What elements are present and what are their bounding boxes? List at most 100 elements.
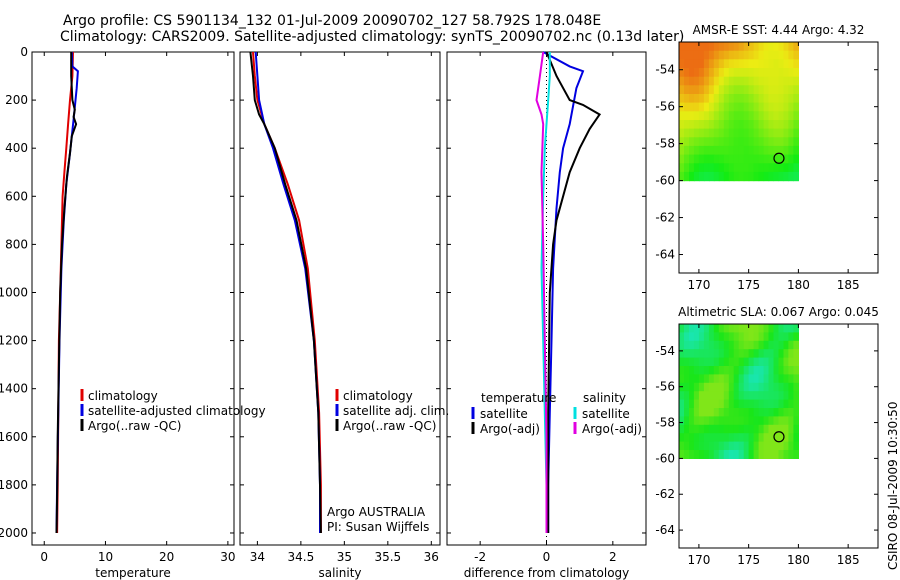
sla-map-cell xyxy=(763,416,770,426)
sst-map-cell xyxy=(738,145,745,156)
sst-map-cell xyxy=(763,42,770,52)
sst-map-cell xyxy=(718,59,725,69)
sla-map-cell xyxy=(763,450,770,459)
salinity-panel-xlabel: salinity xyxy=(318,566,361,580)
sla-map-cell xyxy=(693,324,700,333)
sst-map-cell xyxy=(748,145,755,156)
sst-map-cell xyxy=(768,128,775,138)
depth-tick-label: 600 xyxy=(5,189,28,203)
sst-map-cell xyxy=(718,50,725,60)
sla-map-cell xyxy=(788,324,794,333)
sst-map-cell xyxy=(788,171,794,182)
salinity-panel-xtick-label: 35 xyxy=(337,550,352,564)
sst-map-cell xyxy=(684,50,690,60)
sla-map-cell xyxy=(684,433,690,443)
sla-map-cell xyxy=(758,433,765,443)
sst-map-cell xyxy=(689,68,695,78)
sst-map-cell xyxy=(773,85,780,95)
legend-title-salinity: salinity xyxy=(583,391,626,405)
sst-map-cell xyxy=(763,68,770,78)
sla-map-cell xyxy=(758,349,765,359)
sla-map-ytick-label: -62 xyxy=(655,487,675,501)
sla-map-cell xyxy=(758,391,765,401)
sla-map-cell xyxy=(738,399,745,409)
sla-map-cell xyxy=(708,408,715,417)
sla-map-cell xyxy=(703,366,710,375)
sla-map-cell xyxy=(748,450,755,459)
sst-map-cell xyxy=(708,85,715,95)
sst-map-cell xyxy=(763,59,770,69)
sst-map-cell xyxy=(698,76,705,86)
sst-map-cell xyxy=(713,59,720,69)
legend-label: satellite adj. clim. xyxy=(343,404,449,418)
sla-map-xtick-label: 175 xyxy=(737,553,760,567)
sla-map-cell xyxy=(703,450,710,459)
depth-tick-label: 1200 xyxy=(0,334,28,348)
sst-map-cell xyxy=(689,94,695,104)
depth-tick-label: 1600 xyxy=(0,430,28,444)
sla-map-cell xyxy=(748,340,755,350)
sst-map-cell xyxy=(728,85,735,95)
sla-map-cell xyxy=(693,349,700,359)
sst-map-cell xyxy=(758,120,765,130)
sla-map-cell xyxy=(723,332,730,342)
sst-map-cell xyxy=(679,171,685,182)
sla-map-cell xyxy=(703,374,710,384)
sst-map-cell xyxy=(708,42,715,52)
sla-map-cell xyxy=(693,382,700,392)
sla-map-cell xyxy=(783,366,790,375)
sst-map-cell xyxy=(773,42,780,52)
sla-map-cell xyxy=(778,382,785,392)
sst-map-cell xyxy=(698,85,705,95)
sst-map-cell xyxy=(753,50,760,60)
sst-map-cell xyxy=(703,128,710,138)
sla-map-cell xyxy=(679,408,685,417)
sst-map-cell xyxy=(763,50,770,60)
sst-map-cell xyxy=(778,68,785,78)
sla-map-cell xyxy=(693,416,700,426)
sla-map-title: Altimetric SLA: 0.067 Argo: 0.045 xyxy=(678,305,879,319)
sst-map-cell xyxy=(679,59,685,69)
sla-map-cell xyxy=(788,374,794,384)
sla-map-cell xyxy=(743,382,750,392)
sla-map-cell xyxy=(783,324,790,333)
sla-map-cell xyxy=(689,416,695,426)
sst-map-cell xyxy=(743,76,750,86)
sst-map-cell xyxy=(738,94,745,104)
sst-map-cell xyxy=(708,102,715,112)
sst-map-cell xyxy=(793,50,799,60)
sla-map-cell xyxy=(773,357,780,367)
sst-map-cell xyxy=(718,85,725,95)
sla-map-cell xyxy=(783,416,790,426)
sla-map-cell xyxy=(793,424,799,434)
sst-map-cell xyxy=(743,102,750,112)
sst-map-cell xyxy=(693,137,700,147)
sst-map-cell xyxy=(743,50,750,60)
sla-map-cell xyxy=(713,391,720,401)
sla-map-cell xyxy=(783,408,790,417)
sst-map-cell xyxy=(768,42,775,52)
sst-map-cell xyxy=(743,128,750,138)
sst-map-cell xyxy=(788,111,794,121)
sla-map-cell xyxy=(778,374,785,384)
sst-map-cell xyxy=(693,102,700,112)
sst-map-ytick-label: -54 xyxy=(655,63,675,77)
sst-map-cell xyxy=(698,68,705,78)
sst-map-cell xyxy=(758,128,765,138)
sst-map-cell xyxy=(748,163,755,173)
sst-map-cell xyxy=(733,111,740,121)
sst-map-cell xyxy=(684,102,690,112)
sst-map-cell xyxy=(684,171,690,182)
sla-map-cell xyxy=(679,374,685,384)
sst-map-cell xyxy=(733,102,740,112)
sst-map-cell xyxy=(738,120,745,130)
sst-map-cell xyxy=(738,137,745,147)
sst-map-cell xyxy=(733,59,740,69)
sst-map-cell xyxy=(773,102,780,112)
sst-map-cell xyxy=(703,94,710,104)
sla-map-cell xyxy=(728,399,735,409)
sst-map-cell xyxy=(738,50,745,60)
sla-map-cell xyxy=(723,357,730,367)
sla-map-cell xyxy=(708,441,715,451)
sla-map-cell xyxy=(679,357,685,367)
